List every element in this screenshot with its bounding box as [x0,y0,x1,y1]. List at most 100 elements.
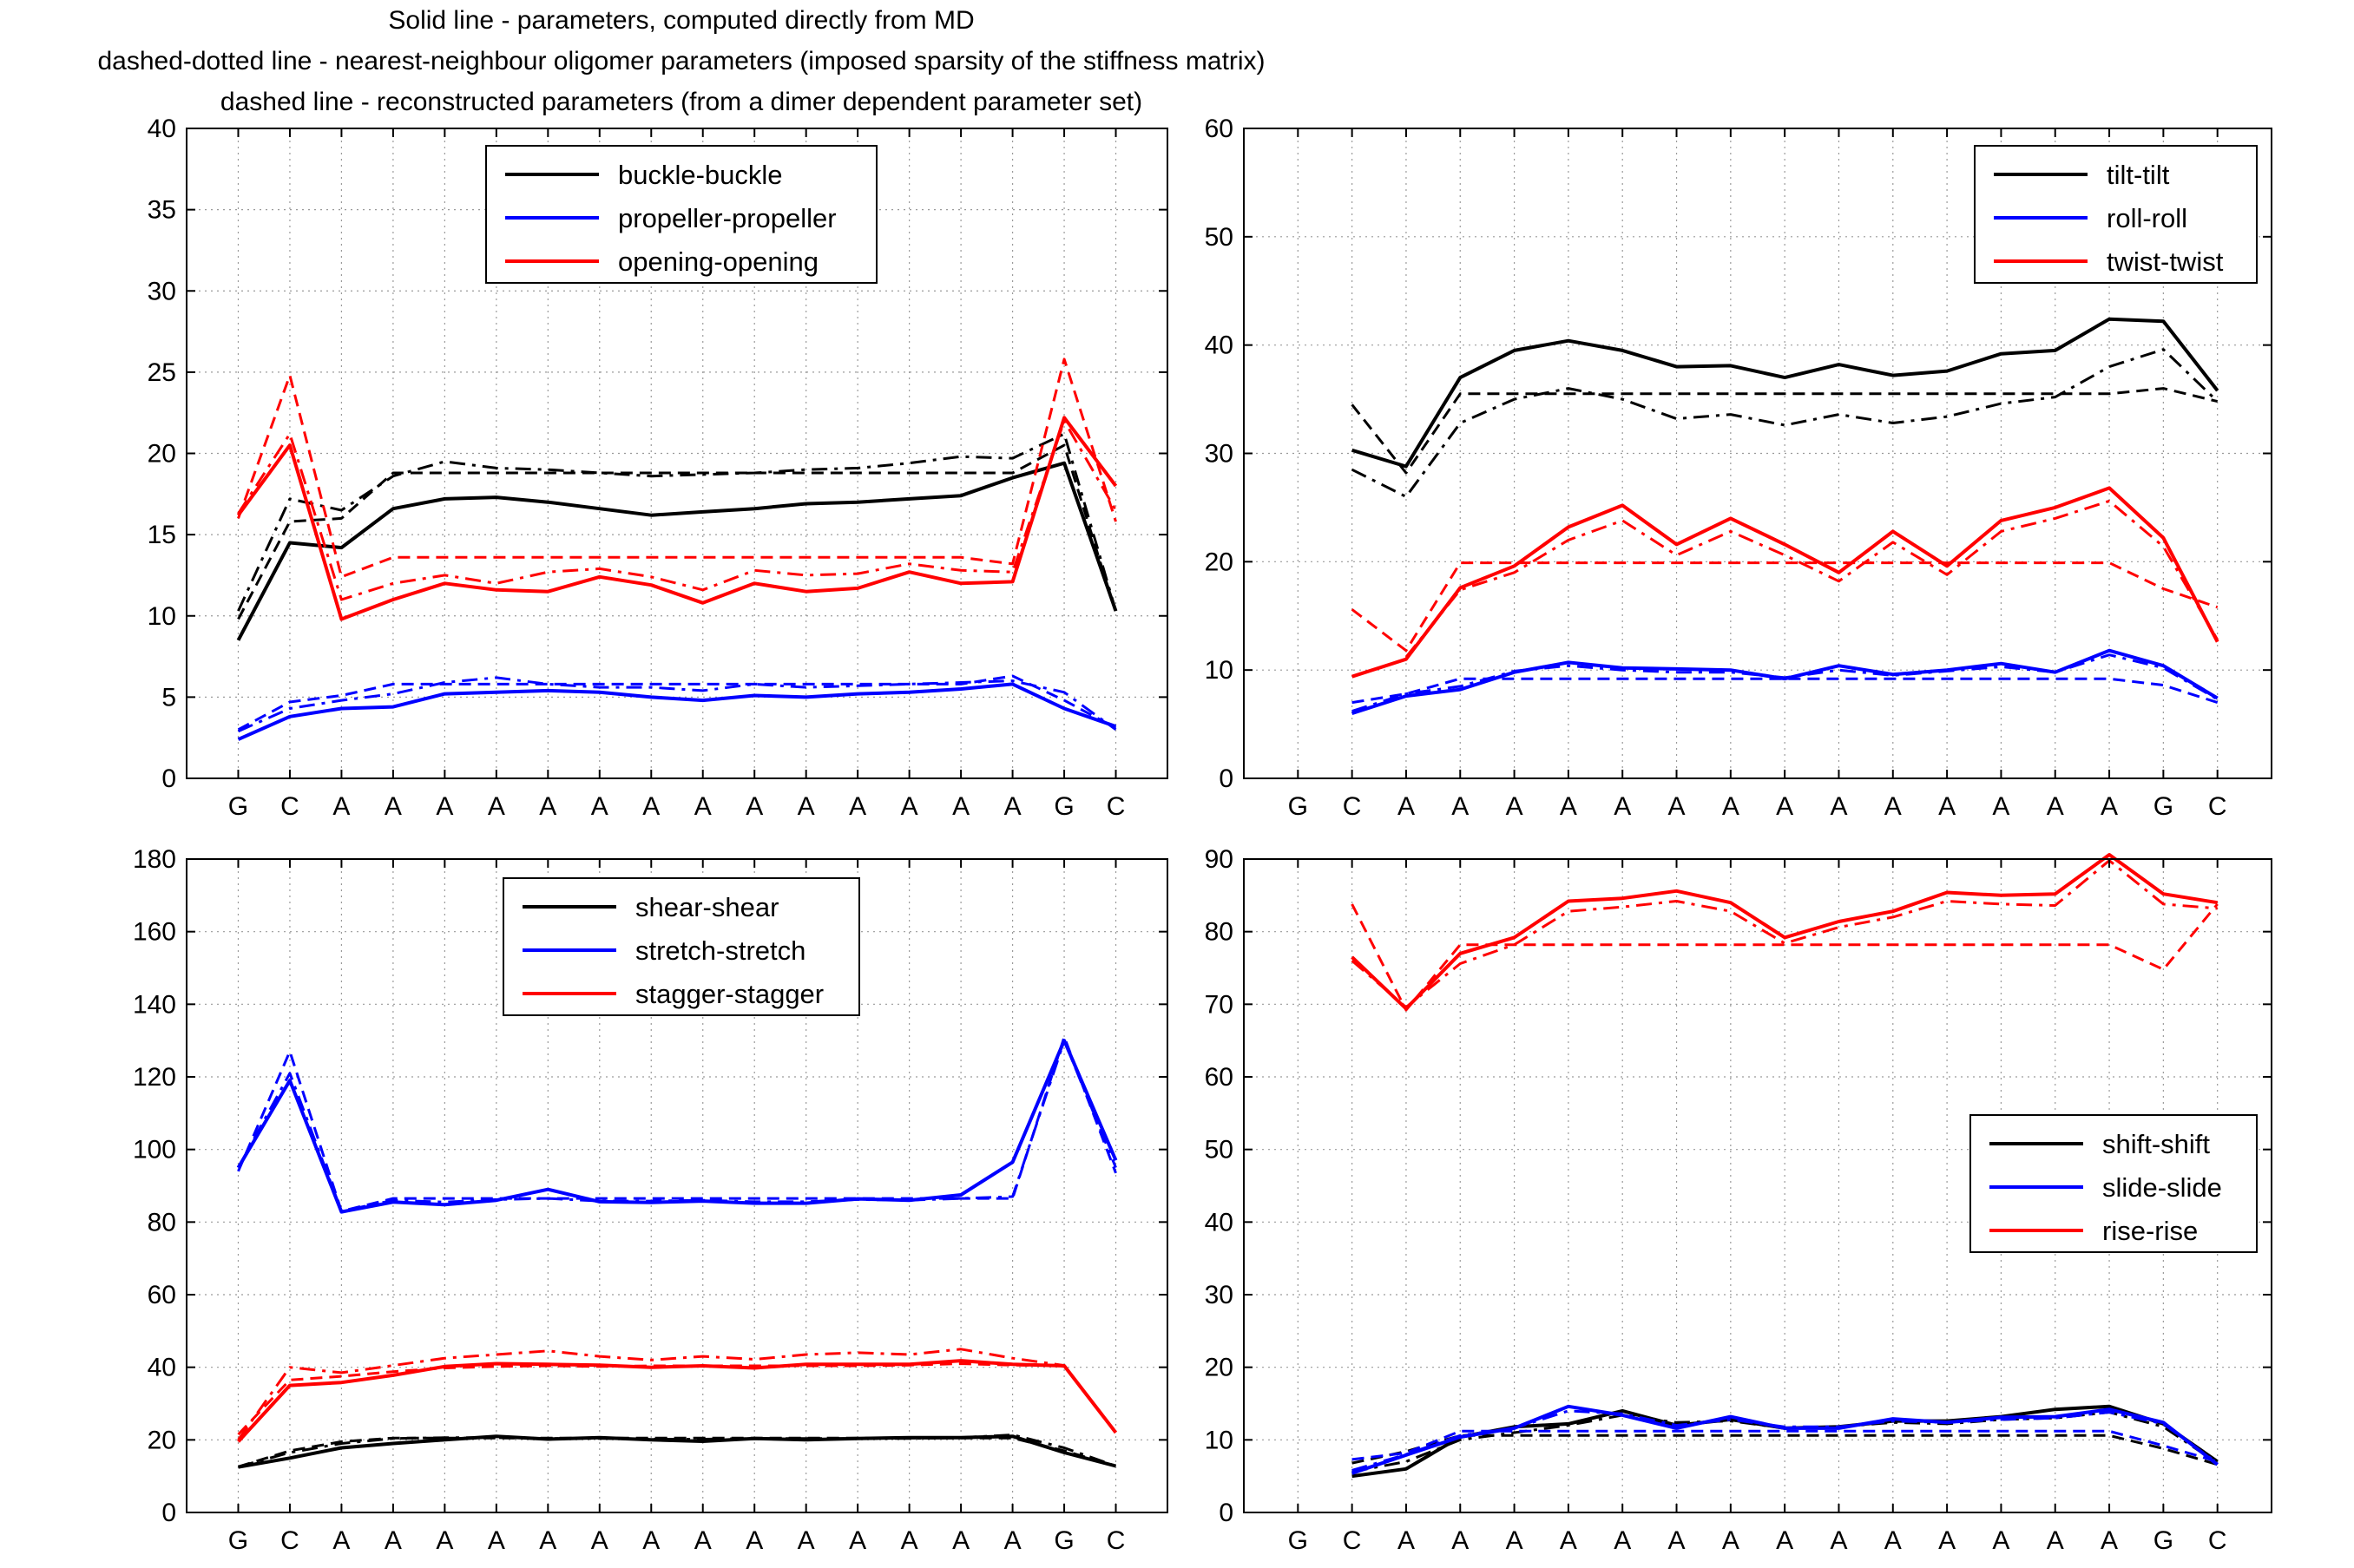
y-tick-label: 160 [133,918,176,947]
y-tick-label: 40 [148,115,176,143]
grid [187,128,1167,778]
panel-buckle-propeller-opening: 0 5 10 15 20 25 30 35 40 G C A A A A A A A A A A A A A A G Cbuckle… [148,115,1168,821]
x-tick-label: A [1668,1526,1686,1555]
y-tick-label: 10 [1205,1426,1233,1454]
x-tick-label: A [642,792,660,821]
y-tick-label: 20 [1205,548,1233,576]
y-tick-label: 100 [133,1136,176,1165]
series-line-red-dashdot [237,1348,1117,1441]
series-line-black-dashed [238,1436,1116,1468]
x-tick-label: A [1451,792,1469,821]
panel-shift-slide-rise: 0 10 20 30 40 50 60 70 80 90 G C A A A A A A A A A A A A A A G Cshi… [1205,845,2272,1555]
x-tick-label: A [1830,792,1847,821]
x-tick-label: A [1776,792,1793,821]
x-tick-label: A [436,792,453,821]
series-line-blue-dashdot [1351,653,2219,713]
series-line-blue-solid [237,682,1117,741]
y-tick-label: 140 [133,990,176,1019]
header-line-solid: Solid line - parameters, computed direct… [388,6,975,35]
x-tick-label: A [488,792,505,821]
x-tick-label: C [2208,1526,2227,1555]
y-tick-label: 120 [133,1063,176,1092]
x-tick-label: A [2101,1526,2118,1555]
x-tick-label: A [1938,1526,1956,1555]
legend-label: tilt-tilt [2107,160,2170,190]
x-tick-label: A [1004,792,1022,821]
x-tick-label: A [332,1526,350,1555]
series-line-red-dashed [237,1362,1117,1436]
y-tick-label: 60 [148,1281,176,1309]
y-tick-label: 35 [148,196,176,225]
x-tick-label: C [2208,792,2227,821]
x-tick-label: A [1992,792,2009,821]
y-tick-label: 0 [1219,1499,1233,1527]
x-tick-label: G [1288,792,1308,821]
series-group [236,358,1118,741]
x-tick-label: A [952,792,970,821]
y-tick-label: 40 [1205,331,1233,360]
x-tick-label: A [591,792,608,821]
x-tick-label: A [1560,792,1577,821]
x-tick-label: G [228,1526,248,1555]
series-line-red-dashdot [1351,859,2218,1009]
series-line-blue-dashdot [237,676,1117,733]
y-axis: 0 5 10 15 20 25 30 35 40 [148,115,1167,793]
series-line-blue-dashdot [1351,1409,2219,1472]
x-tick-label: A [2101,792,2118,821]
y-tick-label: 10 [148,602,176,631]
x-tick-label: A [591,1526,608,1555]
y-tick-label: 50 [1205,223,1233,252]
x-tick-label: A [1884,1526,1902,1555]
x-tick-label: C [1343,1526,1362,1555]
legend-label: stagger-stagger [635,979,824,1009]
y-tick-label: 50 [1205,1136,1233,1165]
x-tick-label: A [1776,1526,1793,1555]
x-tick-label: A [694,1526,712,1555]
x-tick-label: A [332,792,350,821]
series-line-blue-dashed [237,674,1117,732]
x-tick-label: A [1506,1526,1523,1555]
series-line-red-dashed [237,358,1117,579]
y-tick-label: 0 [161,764,176,793]
x-tick-label: C [280,1526,299,1555]
x-tick-label: A [1938,792,1956,821]
x-tick-label: A [1722,792,1739,821]
legend-label: stretch-stretch [635,935,805,966]
series-line-red-solid [1351,486,2219,679]
x-tick-label: A [385,1526,402,1555]
x-tick-label: A [642,1526,660,1555]
header-line-dashed: dashed line - reconstructed parameters (… [220,88,1143,116]
x-tick-label: A [1397,792,1415,821]
y-tick-label: 15 [148,521,176,549]
x-tick-label: A [1560,1526,1577,1555]
legend-label: shift-shift [2102,1129,2210,1159]
x-tick-label: A [1397,1526,1415,1555]
x-tick-label: C [1107,1526,1126,1555]
y-tick-label: 0 [1219,764,1233,793]
y-tick-label: 20 [148,440,176,469]
y-tick-label: 20 [1205,1354,1233,1382]
x-tick-label: A [1722,1526,1739,1555]
x-tick-label: A [1830,1526,1847,1555]
x-tick-label: G [2153,792,2173,821]
y-axis: 0 20 40 60 80 100 120 140 160 180 [133,845,1167,1527]
x-tick-label: A [798,1526,815,1555]
y-tick-label: 30 [1205,440,1233,469]
legend-label: roll-roll [2107,203,2187,233]
y-tick-label: 25 [148,358,176,387]
x-tick-label: A [798,792,815,821]
x-tick-label: A [849,792,866,821]
y-tick-label: 60 [1205,1063,1233,1092]
header-line-dashdot: dashed-dotted line - nearest-neighbour o… [97,47,1266,75]
x-tick-label: A [436,1526,453,1555]
grid [1244,859,2272,1512]
y-axis: 0 10 20 30 40 50 60 70 80 90 [1205,845,2272,1527]
legend-label: opening-opening [618,246,819,277]
x-tick-label: A [1614,1526,1631,1555]
x-tick-label: G [1288,1526,1308,1555]
legend: shift-shift slide-slide rise-rise [1969,1114,2258,1253]
legend-label: propeller-propeller [618,203,837,233]
x-tick-label: A [2047,792,2064,821]
